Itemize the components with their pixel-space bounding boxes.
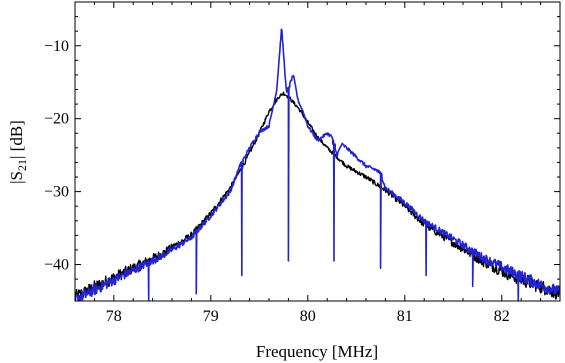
x-axis: 78 79 80 81 82 xyxy=(74,2,561,325)
y-axis: −10 −20 −30 −40 xyxy=(44,1,560,295)
x-tick-label: 81 xyxy=(397,308,413,325)
x-axis-label: Frequency [MHz] xyxy=(256,342,378,361)
plot-frame xyxy=(74,1,561,302)
y-tick-label: −30 xyxy=(44,184,69,201)
plot-area xyxy=(74,1,561,302)
x-tick-label: 80 xyxy=(300,308,316,325)
y-tick-label: −20 xyxy=(44,111,69,128)
series-layer xyxy=(75,28,560,301)
x-tick-label: 79 xyxy=(203,308,219,325)
y-tick-label: −10 xyxy=(44,38,69,55)
x-tick-label: 82 xyxy=(494,308,510,325)
y-axis-label: |S21| [dB] xyxy=(7,120,29,184)
y-tick-label: −40 xyxy=(44,257,69,274)
x-tick-label: 78 xyxy=(106,308,122,325)
series-blue-line xyxy=(75,28,560,301)
